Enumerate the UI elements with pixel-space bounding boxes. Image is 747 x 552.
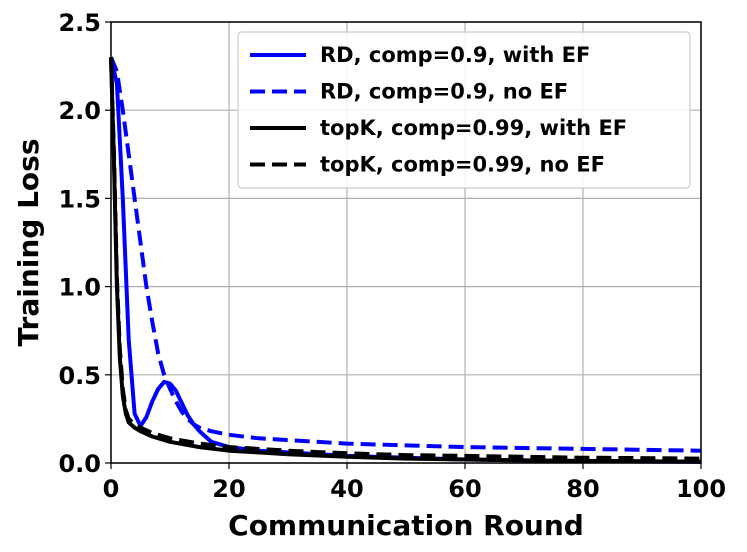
x-tick-label: 0 (103, 475, 120, 503)
plot-frame (110, 21, 702, 464)
legend-label: RD, comp=0.9, no EF (320, 80, 568, 104)
x-tick-label: 60 (448, 475, 481, 503)
y-tick-label: 1.5 (58, 185, 101, 213)
y-axis-label: Training Loss (12, 139, 45, 347)
x-tick-label: 20 (212, 475, 245, 503)
y-tick-label: 2.5 (58, 9, 101, 37)
series-line-4 (109, 57, 702, 461)
x-tick-label: 40 (330, 475, 363, 503)
x-tick-label: 100 (676, 475, 726, 503)
x-axis-label: Communication Round (228, 509, 584, 542)
y-tick-label: 0.5 (58, 362, 101, 390)
y-tick-label: 1.0 (58, 274, 101, 302)
series-group (109, 56, 702, 464)
legend: RD, comp=0.9, with EF RD, comp=0.9, no EF… (237, 31, 691, 189)
x-tick-label: 80 (566, 475, 599, 503)
legend-label: topK, comp=0.99, no EF (320, 153, 605, 177)
legend-label: topK, comp=0.99, with EF (320, 116, 627, 140)
axis-ticks: 0 20 40 60 80 100 0.0 0.5 1.0 1.5 2.0 2.5 (58, 9, 726, 503)
legend-box (237, 31, 691, 189)
series-line-2 (109, 56, 702, 453)
legend-label: RD, comp=0.9, with EF (320, 43, 590, 67)
y-tick-label: 0.0 (58, 450, 101, 478)
y-tick-label: 2.0 (58, 97, 101, 125)
